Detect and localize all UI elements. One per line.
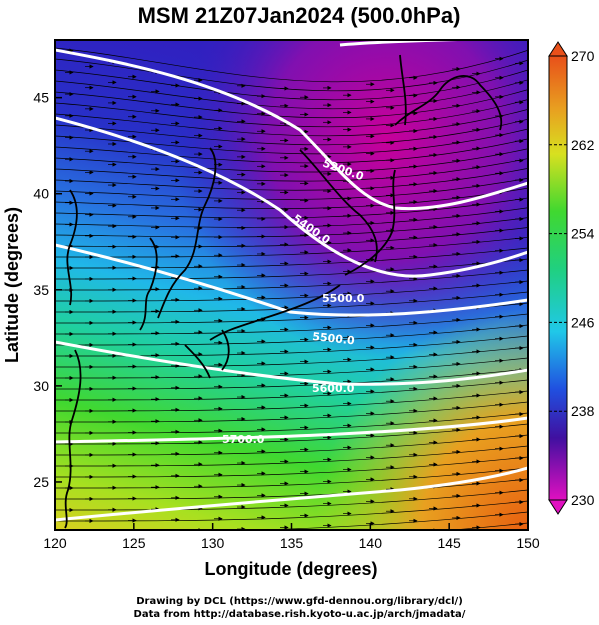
colorbar-tick-label: 254 [571, 226, 595, 242]
x-tick-label: 150 [516, 535, 540, 551]
contour-label: 5600.0 [312, 382, 355, 395]
streamline [55, 177, 528, 200]
streamline [55, 99, 528, 128]
streamline [55, 456, 528, 478]
streamline [55, 168, 528, 191]
credit-drawing: Drawing by DCL (https://www.gfd-dennou.o… [136, 596, 463, 607]
colorbar-tick-label: 270 [571, 48, 595, 64]
colorbar-tick-label: 246 [571, 314, 595, 330]
plot-area: 5200.0 5400.0 5500.0 5500.0 5600.0 5700.… [55, 40, 528, 530]
x-tick-label: 120 [43, 535, 67, 551]
streamline [55, 236, 528, 258]
x-tick-label: 125 [122, 535, 146, 551]
height-contours [55, 40, 528, 522]
x-axis-label: Longitude (degrees) [204, 559, 377, 579]
streamline [55, 258, 528, 280]
streamline [55, 47, 528, 83]
warm-region [55, 40, 528, 530]
x-tick-label: 130 [201, 535, 225, 551]
colorbar-top-triangle [548, 41, 568, 57]
streamline [55, 158, 528, 182]
y-tick-label: 25 [33, 474, 49, 490]
y-axis-label: Latitude (degrees) [2, 207, 22, 363]
streamlines [55, 47, 528, 530]
streamline [55, 324, 528, 346]
y-axis: 25 30 35 40 45 [33, 90, 62, 490]
streamline [55, 128, 528, 155]
streamline [55, 69, 528, 101]
coastlines [64, 54, 503, 529]
streamline [55, 368, 528, 390]
contour-label: 5500.0 [312, 330, 356, 347]
streamline [55, 118, 528, 146]
colorbar: 270 262 254 246 238 230 [548, 41, 595, 515]
y-tick-label: 45 [33, 90, 49, 106]
streamline [55, 280, 528, 302]
streamline [55, 434, 528, 456]
x-tick-label: 145 [437, 535, 461, 551]
y-tick-label: 40 [33, 186, 49, 202]
streamline [55, 500, 528, 522]
colorbar-tick-label: 262 [571, 137, 595, 153]
streamline [55, 217, 528, 238]
streamline [55, 138, 528, 164]
colorbar-scale [548, 55, 568, 501]
streamline [55, 79, 528, 110]
streamline [55, 148, 528, 173]
streamline [55, 197, 528, 219]
chart-title: MSM 21Z07Jan2024 (500.0hPa) [138, 3, 461, 28]
colorbar-tick-label: 238 [571, 403, 595, 419]
x-axis: 120 125 130 135 140 145 150 [43, 523, 540, 551]
y-tick-label: 35 [33, 282, 49, 298]
colorbar-bottom-triangle [548, 499, 568, 515]
colorbar-tick-label: 230 [571, 492, 595, 508]
contour-label: 5700.0 [222, 433, 265, 446]
contour-label: 5500.0 [322, 292, 365, 305]
x-tick-label: 135 [280, 535, 304, 551]
x-tick-label: 140 [359, 535, 383, 551]
credit-data: Data from http://database.rish.kyoto-u.a… [133, 609, 466, 620]
streamline [55, 412, 528, 434]
streamline [55, 390, 528, 412]
y-tick-label: 30 [33, 378, 49, 394]
colorbar-ticks: 270 262 254 246 238 230 [549, 48, 595, 508]
streamline [55, 108, 528, 137]
streamline [55, 346, 528, 368]
streamline [55, 478, 528, 500]
